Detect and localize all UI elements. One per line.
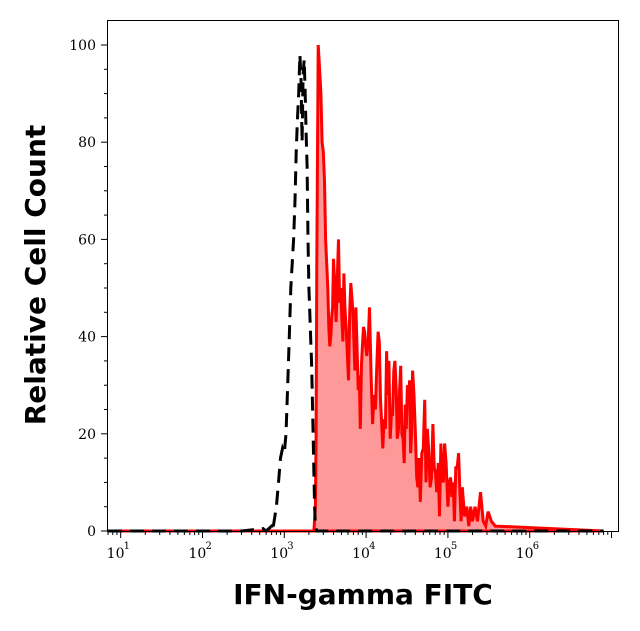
x-tick-base: 10 (434, 546, 452, 562)
plot-frame (107, 20, 619, 532)
x-tick-base: 10 (516, 546, 534, 562)
stained-sample-histogram (108, 44, 604, 533)
x-tick-exponent: 6 (533, 541, 539, 552)
x-tick-exponent: 5 (451, 541, 457, 552)
x-axis: 10 1 10 2 10 3 10 4 10 5 10 6 (107, 531, 613, 562)
y-axis: 0 20 40 60 80 100 (69, 38, 108, 540)
x-tick-label: 10 2 (188, 541, 211, 562)
x-tick-exponent: 2 (205, 541, 211, 552)
x-tick-base: 10 (352, 546, 370, 562)
y-tick-label: 80 (78, 135, 96, 151)
x-tick-exponent: 1 (124, 541, 130, 552)
y-tick-label: 60 (78, 232, 96, 248)
y-tick-label: 100 (69, 38, 96, 54)
x-axis-title: IFN-gamma FITC (233, 578, 493, 611)
y-axis-title: Relative Cell Count (19, 125, 52, 426)
x-tick-label: 10 4 (352, 541, 375, 562)
plot-area (108, 44, 604, 533)
x-tick-base: 10 (107, 546, 125, 562)
x-tick-base: 10 (188, 546, 206, 562)
x-tick-exponent: 4 (369, 541, 375, 552)
x-tick-exponent: 3 (287, 541, 293, 552)
x-tick-label: 10 3 (270, 541, 293, 562)
y-tick-label: 20 (78, 427, 96, 443)
y-tick-label: 40 (78, 330, 96, 346)
y-tick-label: 0 (87, 524, 96, 540)
x-tick-label: 10 1 (107, 541, 130, 562)
x-tick-label: 10 5 (434, 541, 457, 562)
isotype-control-histogram (108, 54, 604, 533)
x-tick-base: 10 (270, 546, 288, 562)
x-tick-label: 10 6 (516, 541, 539, 562)
